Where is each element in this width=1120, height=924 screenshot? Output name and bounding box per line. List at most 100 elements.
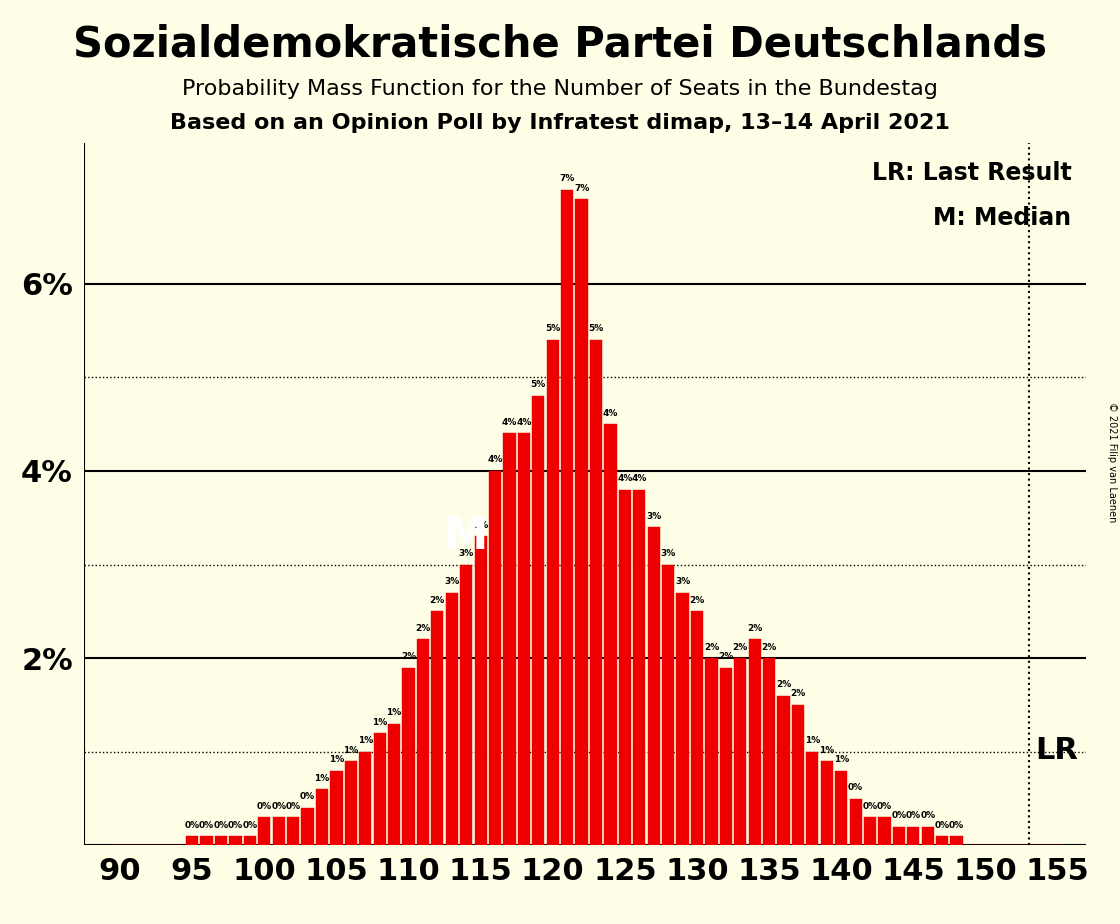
Text: 4%: 4% [516, 418, 532, 427]
Text: 0%: 0% [271, 802, 287, 811]
Bar [230, 836, 242, 845]
Text: 1%: 1% [329, 755, 344, 764]
Text: 2%: 2% [401, 652, 417, 661]
Bar [431, 612, 444, 845]
Bar [590, 340, 603, 845]
Text: 0%: 0% [256, 802, 272, 811]
Text: 2%: 2% [703, 642, 719, 651]
Bar [792, 705, 804, 845]
Text: 5%: 5% [531, 381, 545, 390]
Bar [287, 818, 299, 845]
Bar [576, 200, 588, 845]
Bar [200, 836, 213, 845]
Bar [388, 723, 400, 845]
Bar [503, 433, 515, 845]
Text: 3%: 3% [473, 521, 488, 530]
Text: 2%: 2% [718, 652, 734, 661]
Text: 1%: 1% [315, 773, 329, 783]
Text: 7%: 7% [573, 184, 589, 193]
Bar [676, 592, 689, 845]
Text: Sozialdemokratische Partei Deutschlands: Sozialdemokratische Partei Deutschlands [73, 23, 1047, 65]
Text: 4%: 4% [487, 456, 503, 465]
Bar [763, 658, 775, 845]
Bar [618, 490, 631, 845]
Bar [806, 752, 819, 845]
Text: 0%: 0% [921, 811, 935, 821]
Bar [517, 433, 530, 845]
Text: 7%: 7% [560, 175, 575, 184]
Bar [489, 471, 501, 845]
Bar [215, 836, 227, 845]
Bar [734, 658, 746, 845]
Text: © 2021 Filip van Laenen: © 2021 Filip van Laenen [1107, 402, 1117, 522]
Bar [272, 818, 284, 845]
Bar [647, 527, 660, 845]
Bar [301, 808, 314, 845]
Text: 1%: 1% [372, 718, 388, 726]
Text: M: Median: M: Median [933, 206, 1072, 230]
Bar [532, 396, 544, 845]
Text: 0%: 0% [892, 811, 906, 821]
Bar [836, 771, 848, 845]
Bar [706, 658, 718, 845]
Bar [446, 592, 458, 845]
Bar [936, 836, 949, 845]
Text: LR: LR [1036, 736, 1079, 765]
Bar [186, 836, 198, 845]
Text: 1%: 1% [805, 736, 820, 746]
Text: 0%: 0% [199, 821, 214, 830]
Text: 5%: 5% [588, 324, 604, 334]
Bar [345, 761, 357, 845]
Bar [374, 733, 385, 845]
Text: 3%: 3% [458, 549, 474, 558]
Bar [951, 836, 963, 845]
Bar [360, 752, 372, 845]
Text: 0%: 0% [862, 802, 878, 811]
Bar [720, 667, 732, 845]
Bar [547, 340, 559, 845]
Bar [561, 190, 573, 845]
Bar [922, 827, 934, 845]
Text: 3%: 3% [445, 578, 459, 586]
Text: 5%: 5% [545, 324, 560, 334]
Text: 1%: 1% [386, 708, 402, 717]
Text: 0%: 0% [300, 793, 315, 801]
Text: 3%: 3% [646, 512, 661, 520]
Text: 4%: 4% [502, 418, 517, 427]
Text: 4%: 4% [632, 474, 647, 483]
Bar [893, 827, 905, 845]
Bar [244, 836, 256, 845]
Bar [330, 771, 343, 845]
Bar [821, 761, 833, 845]
Bar [402, 667, 414, 845]
Bar [878, 818, 890, 845]
Text: 1%: 1% [357, 736, 373, 746]
Text: 0%: 0% [906, 811, 921, 821]
Text: 4%: 4% [603, 408, 618, 418]
Bar [417, 639, 429, 845]
Text: LR: Last Result: LR: Last Result [871, 161, 1072, 185]
Text: 3%: 3% [661, 549, 675, 558]
Text: 1%: 1% [819, 746, 834, 755]
Text: 2%: 2% [430, 596, 445, 605]
Text: 0%: 0% [877, 802, 892, 811]
Text: 2%: 2% [416, 624, 430, 633]
Text: 0%: 0% [185, 821, 199, 830]
Text: 2%: 2% [732, 642, 748, 651]
Text: 2%: 2% [791, 689, 805, 699]
Bar [475, 537, 487, 845]
Bar [907, 827, 920, 845]
Text: 0%: 0% [934, 821, 950, 830]
Bar [691, 612, 703, 845]
Bar [258, 818, 270, 845]
Bar [748, 639, 760, 845]
Bar [864, 818, 876, 845]
Text: 1%: 1% [343, 746, 358, 755]
Bar [849, 798, 861, 845]
Bar [777, 696, 790, 845]
Text: M: M [444, 515, 488, 558]
Text: 0%: 0% [227, 821, 243, 830]
Text: 4%: 4% [617, 474, 633, 483]
Text: 2%: 2% [747, 624, 763, 633]
Text: 0%: 0% [214, 821, 228, 830]
